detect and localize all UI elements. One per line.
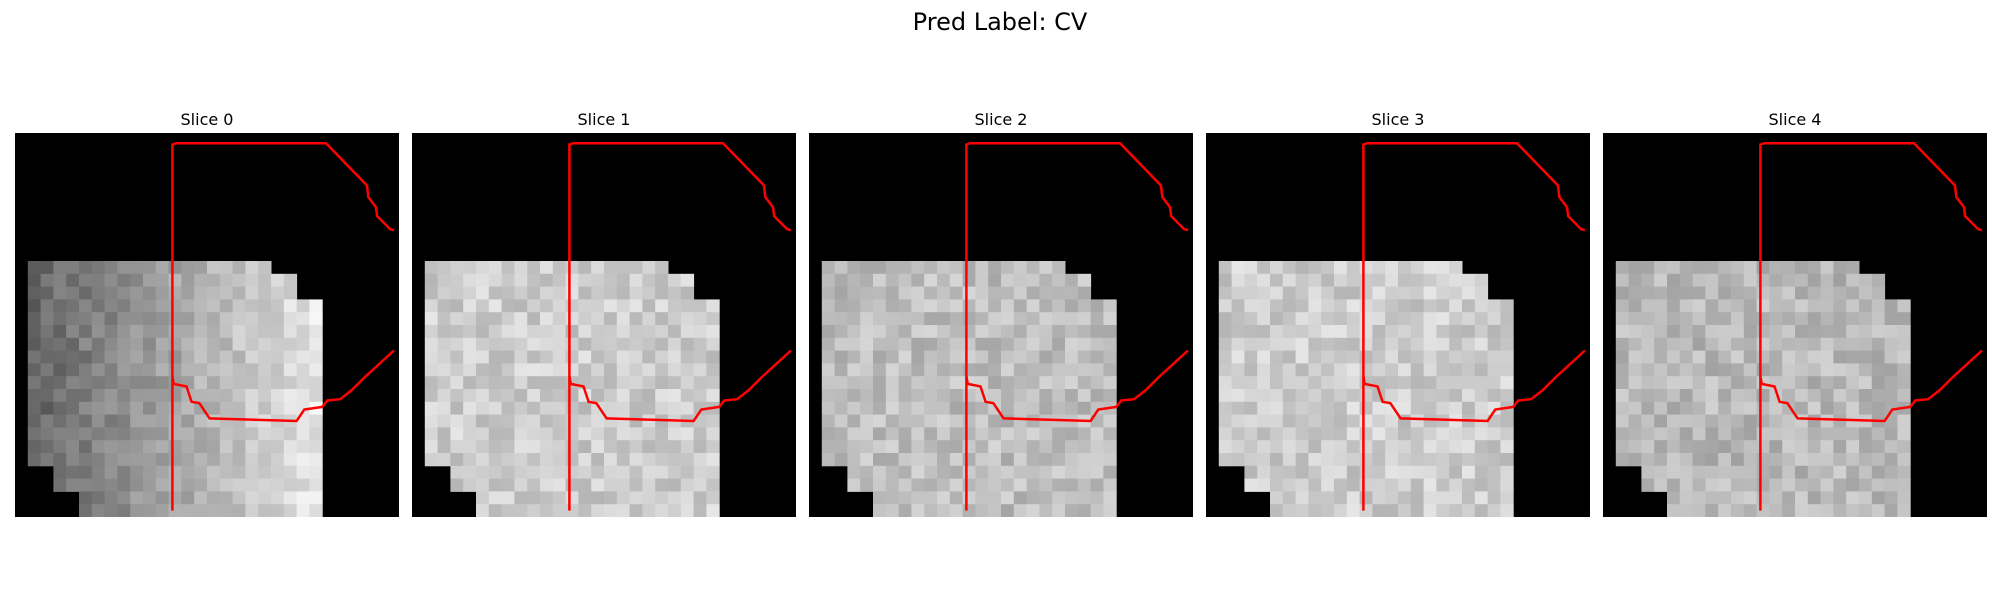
slice-title: Slice 0 (15, 109, 399, 131)
slice-panel-1: Slice 1 (412, 109, 796, 517)
slice-panel-3: Slice 3 (1206, 109, 1590, 517)
slice-image (412, 133, 796, 517)
slice-panel-4: Slice 4 (1603, 109, 1987, 517)
slice-title: Slice 4 (1603, 109, 1987, 131)
slice-panel-0: Slice 0 (15, 109, 399, 517)
slice-panel-2: Slice 2 (809, 109, 1193, 517)
slice-image (1206, 133, 1590, 517)
tissue-mosaic (1616, 261, 1911, 517)
slice-image (15, 133, 399, 517)
slice-title: Slice 1 (412, 109, 796, 131)
tissue-mosaic (822, 261, 1117, 517)
slice-title: Slice 2 (809, 109, 1193, 131)
tissue-mosaic (1219, 261, 1514, 517)
slice-title: Slice 3 (1206, 109, 1590, 131)
tissue-mosaic (425, 261, 720, 517)
slice-image (809, 133, 1193, 517)
figure-title: Pred Label: CV (0, 8, 2000, 36)
tissue-mosaic (28, 261, 323, 517)
slice-image (1603, 133, 1987, 517)
